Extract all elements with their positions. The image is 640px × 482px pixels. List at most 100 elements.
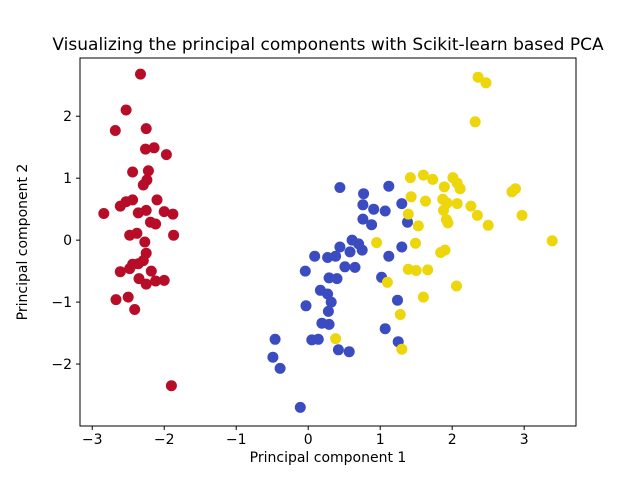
data-point — [137, 179, 149, 191]
data-point — [135, 68, 146, 80]
data-point — [402, 216, 413, 228]
data-point — [127, 166, 139, 178]
data-point — [98, 208, 110, 219]
data-point — [379, 205, 391, 217]
data-point — [339, 261, 351, 273]
y-tick-label: −1 — [51, 295, 72, 311]
data-point — [140, 123, 152, 135]
data-point — [127, 194, 139, 206]
y-axis-label: Principal component 2 — [15, 164, 31, 321]
data-point — [366, 219, 378, 231]
x-axis-label: Principal component 1 — [250, 450, 407, 466]
x-tick-label: −1 — [226, 432, 247, 448]
data-point — [417, 169, 429, 181]
x-tick-label: 2 — [448, 432, 457, 448]
data-point — [325, 296, 337, 308]
data-point — [332, 344, 344, 356]
data-point — [472, 71, 484, 83]
data-point — [142, 165, 154, 177]
x-tick-label: 1 — [376, 432, 385, 448]
data-point — [383, 250, 395, 262]
x-axis-ticks: −3 −2 −1 0 1 2 3 — [82, 426, 529, 448]
data-point — [454, 183, 466, 195]
data-point — [368, 203, 380, 215]
data-point — [167, 208, 179, 220]
axes-frame — [79, 57, 577, 427]
data-point — [137, 255, 149, 267]
data-point — [349, 261, 361, 273]
data-point — [357, 213, 369, 225]
y-tick-label: 1 — [63, 171, 72, 187]
data-point — [160, 149, 172, 161]
data-point — [396, 198, 408, 210]
data-point — [381, 276, 393, 288]
data-point — [109, 125, 121, 136]
data-point — [110, 294, 122, 306]
data-point — [114, 266, 126, 278]
data-point — [420, 195, 431, 207]
data-point — [471, 209, 483, 221]
data-point — [334, 241, 346, 253]
data-point — [357, 199, 369, 211]
data-point — [343, 346, 355, 358]
data-point — [274, 362, 286, 374]
data-point — [371, 237, 383, 249]
data-point — [309, 250, 321, 262]
data-point — [165, 380, 177, 392]
data-point — [120, 104, 132, 116]
data-point — [114, 200, 126, 212]
data-point — [465, 200, 477, 212]
data-point — [267, 351, 279, 363]
data-point — [322, 305, 334, 317]
data-point — [168, 229, 180, 241]
y-tick-label: 0 — [63, 233, 72, 249]
data-point — [469, 116, 481, 128]
data-point — [482, 219, 494, 231]
data-point — [129, 304, 141, 315]
data-point — [480, 77, 492, 89]
data-point — [151, 194, 163, 206]
data-point — [331, 273, 343, 285]
data-point — [510, 183, 521, 195]
data-point — [383, 180, 395, 192]
data-point — [379, 323, 391, 335]
data-point — [412, 220, 424, 232]
data-point — [122, 291, 134, 303]
data-point — [269, 333, 281, 345]
data-point — [323, 318, 335, 330]
series-cluster-yellow — [330, 71, 558, 355]
data-point — [410, 265, 422, 276]
data-point — [417, 291, 429, 303]
series-cluster-red — [98, 68, 180, 392]
data-point — [396, 241, 408, 253]
data-point — [516, 209, 528, 221]
data-point — [124, 263, 136, 275]
data-point — [330, 250, 342, 262]
scatter-points — [98, 68, 558, 413]
data-point — [442, 217, 454, 229]
data-point — [131, 227, 143, 239]
data-point — [150, 275, 162, 287]
data-point — [139, 236, 151, 248]
data-point — [140, 143, 151, 155]
data-point — [439, 244, 451, 256]
data-point — [294, 401, 306, 413]
data-point — [150, 218, 162, 230]
data-point — [404, 172, 416, 184]
data-point — [299, 265, 311, 277]
plot-area — [80, 58, 576, 426]
data-point — [140, 278, 152, 290]
data-point — [451, 198, 463, 210]
data-point — [312, 333, 324, 345]
data-point — [451, 280, 462, 292]
data-point — [323, 272, 335, 284]
data-point — [158, 206, 170, 218]
x-tick-label: 0 — [304, 432, 313, 448]
data-point — [546, 235, 558, 247]
data-point — [145, 265, 157, 277]
data-point — [438, 181, 450, 193]
series-cluster-blue — [267, 180, 413, 413]
data-point — [358, 188, 370, 200]
